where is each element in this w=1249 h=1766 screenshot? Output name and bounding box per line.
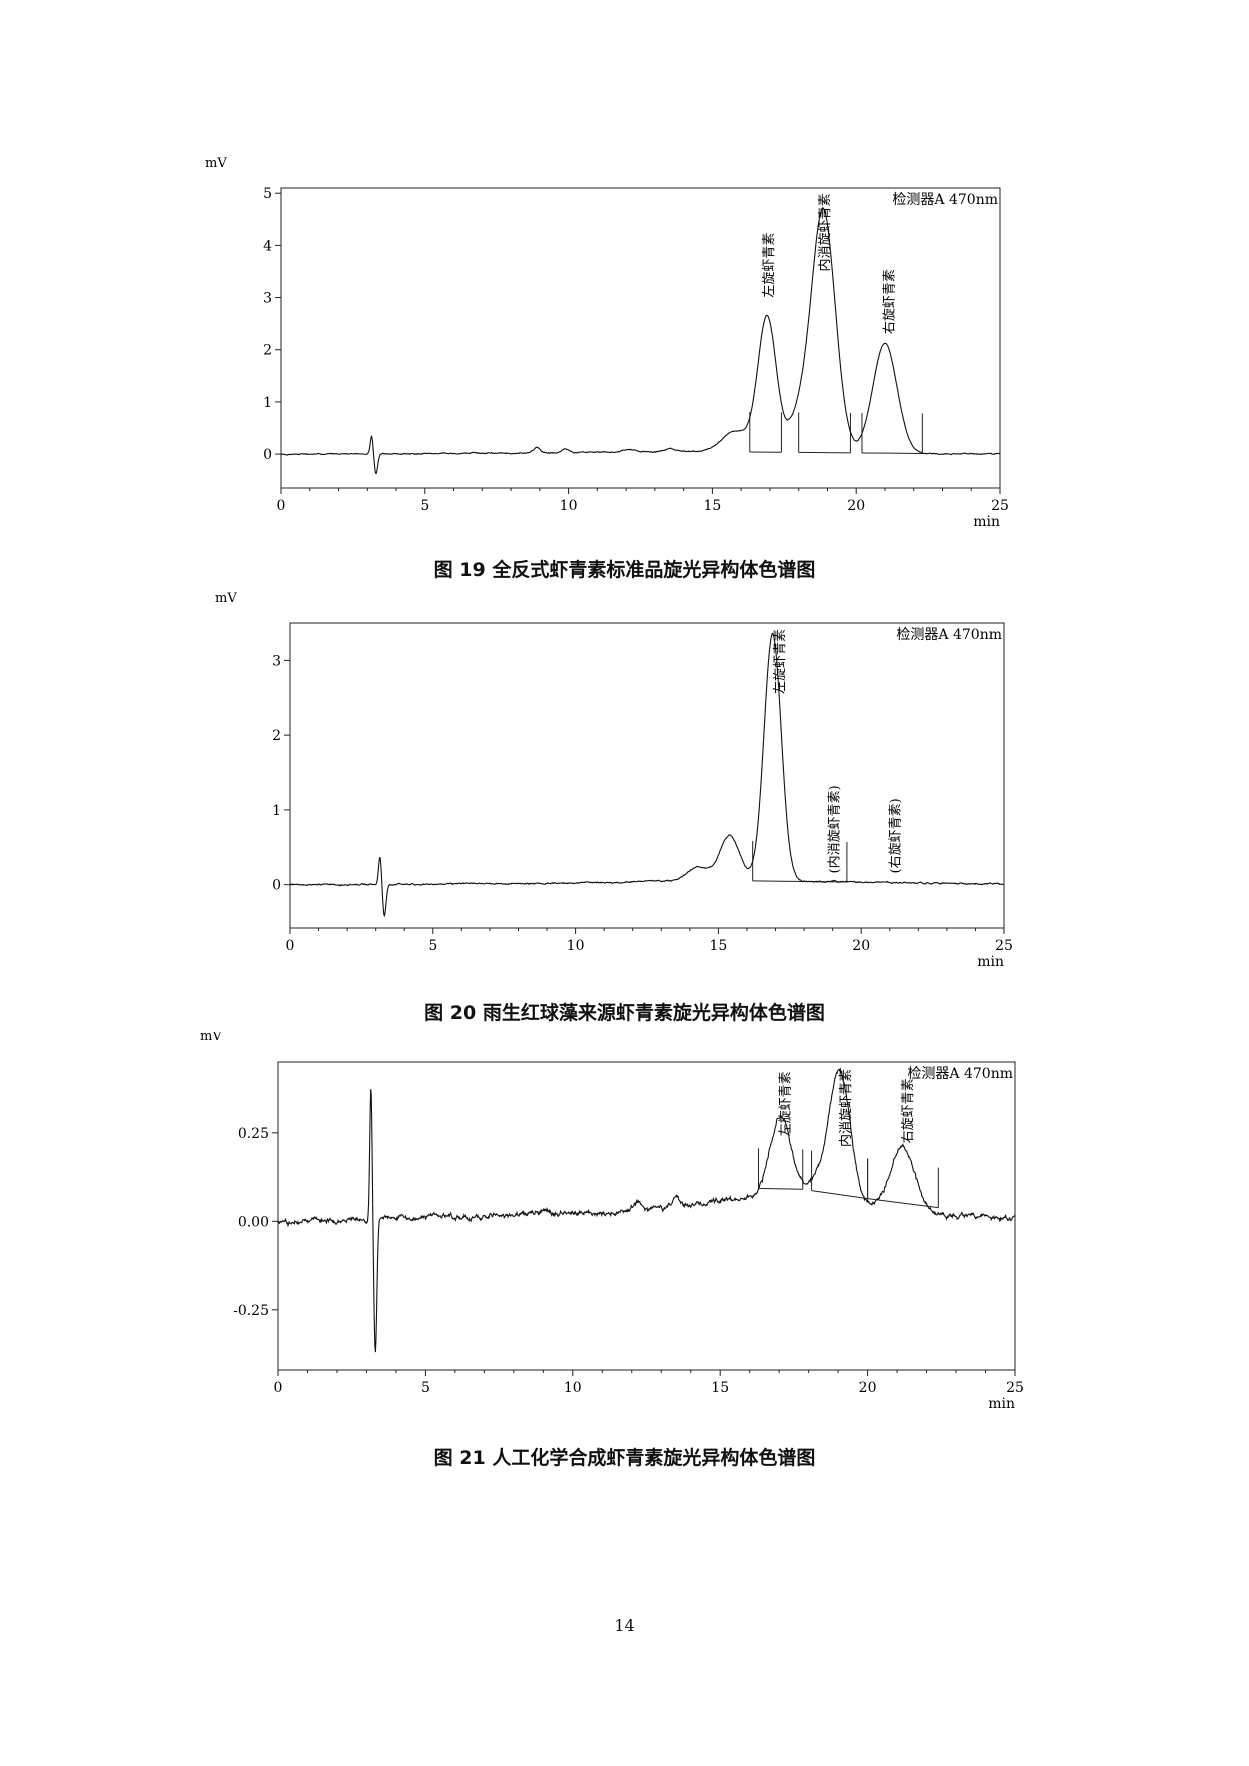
y-tick-label: 5 (263, 186, 272, 202)
integration-baseline (811, 1190, 868, 1200)
y-tick-label: 2 (272, 728, 281, 744)
peak-label: 左旋虾青素 (773, 629, 788, 694)
chromatogram-trace (280, 207, 1001, 475)
x-tick-label: 0 (277, 498, 286, 514)
integration-baseline (758, 1187, 803, 1190)
x-axis-unit: min (973, 514, 1000, 530)
y-tick-label: 3 (263, 291, 272, 307)
detector-label: 检测器A 470nm (907, 1066, 1013, 1082)
peak-label: 右旋虾青素 (883, 269, 898, 334)
figure-20-caption: 图 20 雨生红球藻来源虾青素旋光异构体色谱图 (424, 1002, 825, 1024)
peak-label: (内消旋虾青素) (826, 785, 842, 873)
x-tick-label: 0 (274, 1380, 283, 1396)
x-tick-label: 25 (1006, 1380, 1024, 1396)
x-tick-label: 5 (421, 1380, 430, 1396)
x-tick-label: 10 (560, 498, 578, 514)
x-tick-label: 10 (564, 1380, 582, 1396)
x-tick-label: 20 (852, 938, 870, 954)
peak-label: (右旋虾青素) (889, 798, 904, 873)
x-tick-label: 25 (995, 938, 1013, 954)
peak-label: 内消旋虾青素 (817, 193, 833, 271)
x-tick-label: 10 (567, 938, 585, 954)
chromatogram-figure-21: mV 0 5 10 15 20 25 min 0.25 0.00 -0.25 检测器A 470nm 左旋… (0, 1032, 1249, 1432)
chromatogram-trace (289, 632, 1005, 918)
y-unit-label: mV (215, 591, 237, 606)
x-axis-unit: min (988, 1396, 1015, 1412)
y-tick-label: 0.00 (238, 1214, 269, 1230)
chromatogram-figure-19: mV 0 5 10 15 20 25 min 0 1 2 3 4 5 检测器A 470nm 左旋虾青素 内消旋虾… (0, 130, 1249, 540)
y-tick-label: 3 (272, 653, 281, 669)
peak-label: 内消旋虾青素 (838, 1069, 854, 1147)
integration-baseline (752, 880, 847, 883)
x-tick-label: 5 (420, 498, 429, 514)
integration-baseline (867, 1198, 939, 1209)
x-tick-label: 15 (709, 938, 727, 954)
y-tick-label: 0 (263, 447, 272, 463)
x-tick-label: 25 (991, 498, 1009, 514)
x-tick-label: 20 (859, 1380, 877, 1396)
x-tick-label: 20 (847, 498, 865, 514)
y-unit-label: mV (200, 1032, 222, 1044)
detector-label: 检测器A 470nm (896, 627, 1002, 643)
x-tick-label: 5 (428, 938, 437, 954)
figure-21-caption: 图 21 人工化学合成虾青素旋光异构体色谱图 (433, 1447, 816, 1469)
plot-frame (280, 187, 1001, 489)
chromatogram-figure-20: mV 0 5 10 15 20 25 min 0 1 2 3 检测器A 470nm 左旋虾青素 (内消旋虾青… (0, 588, 1249, 998)
y-tick-label: -0.25 (233, 1303, 269, 1319)
peak-label: 左旋虾青素 (762, 233, 777, 298)
y-tick-label: 0 (272, 878, 281, 894)
y-tick-label: 2 (263, 343, 272, 359)
x-tick-label: 15 (711, 1380, 729, 1396)
y-unit-label: mV (205, 156, 227, 171)
y-tick-label: 4 (263, 238, 272, 254)
x-tick-label: 15 (703, 498, 721, 514)
figure-19-caption: 图 19 全反式虾青素标准品旋光异构体色谱图 (433, 559, 816, 581)
x-axis-unit: min (977, 954, 1004, 970)
y-tick-label: 1 (263, 395, 272, 411)
y-tick-label: 1 (272, 803, 281, 819)
peak-label: 右旋虾青素 (901, 1078, 916, 1143)
plot-frame (289, 622, 1005, 929)
page-number: 14 (614, 1616, 635, 1635)
y-tick-label: 0.25 (238, 1126, 269, 1142)
peak-label: 左旋虾青素 (778, 1071, 793, 1136)
detector-label: 检测器A 470nm (892, 192, 998, 208)
x-tick-label: 0 (286, 938, 295, 954)
chromatogram-trace (277, 1067, 1016, 1353)
